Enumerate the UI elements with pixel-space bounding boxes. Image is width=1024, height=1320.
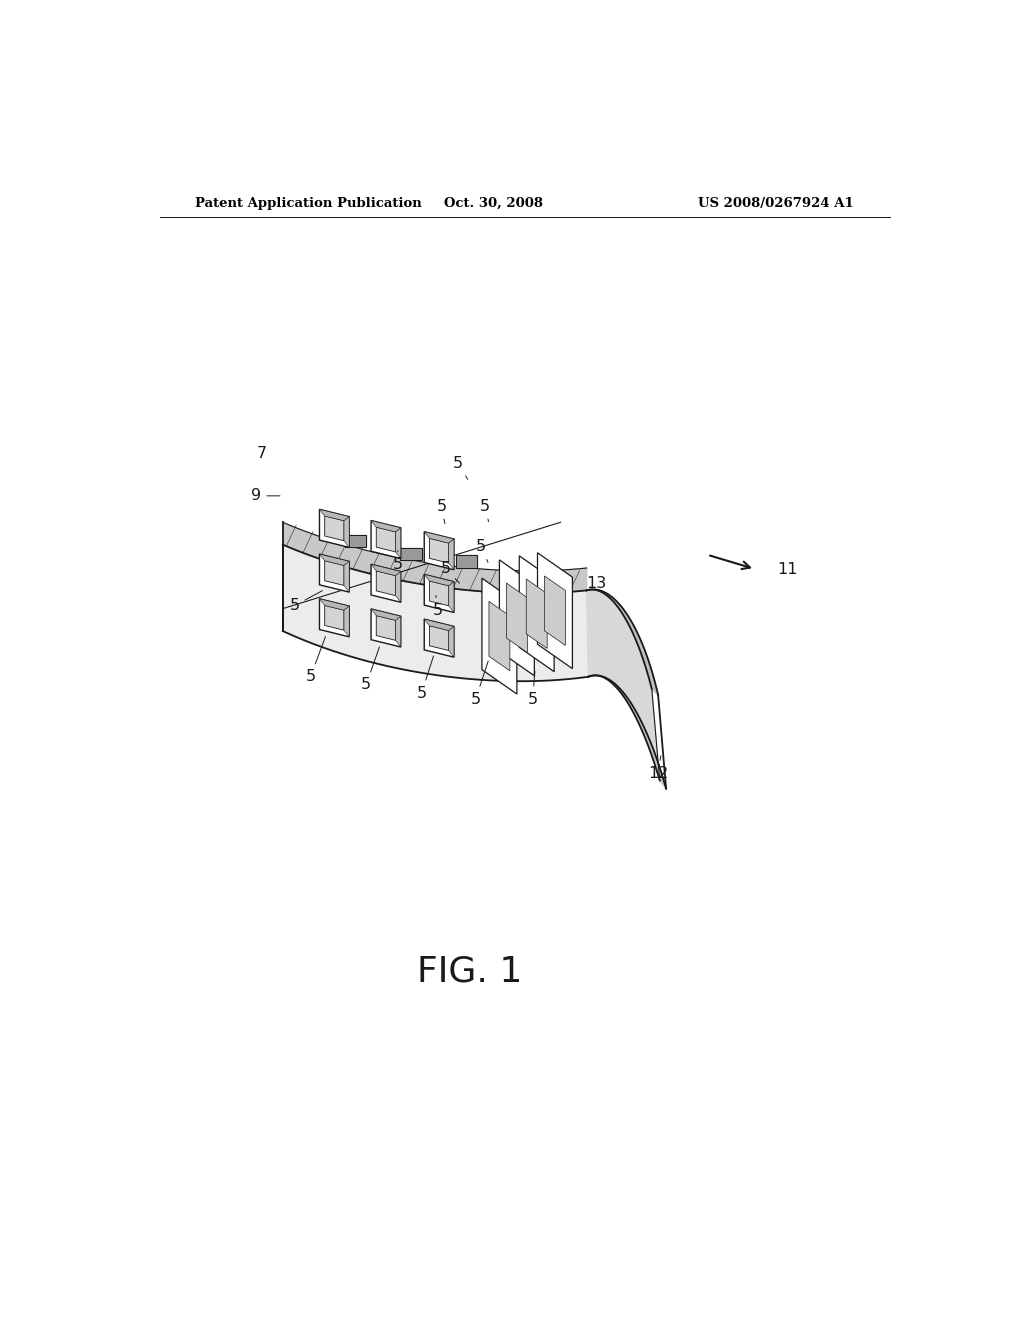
Polygon shape xyxy=(587,590,659,780)
Polygon shape xyxy=(587,590,658,696)
Polygon shape xyxy=(429,539,449,564)
Text: 5: 5 xyxy=(436,499,446,524)
Polygon shape xyxy=(376,527,395,552)
Polygon shape xyxy=(319,510,349,548)
Polygon shape xyxy=(319,599,349,610)
Text: 5: 5 xyxy=(440,561,460,583)
Polygon shape xyxy=(449,627,454,657)
Polygon shape xyxy=(344,516,349,548)
Polygon shape xyxy=(325,606,344,630)
Polygon shape xyxy=(371,609,400,647)
Text: 5: 5 xyxy=(453,455,468,479)
Polygon shape xyxy=(345,535,367,546)
Text: 5: 5 xyxy=(417,656,433,701)
Polygon shape xyxy=(429,581,449,606)
Polygon shape xyxy=(545,576,565,645)
Polygon shape xyxy=(424,532,454,570)
Polygon shape xyxy=(429,626,449,651)
Polygon shape xyxy=(344,606,349,636)
Polygon shape xyxy=(344,561,349,593)
Polygon shape xyxy=(371,520,400,532)
Polygon shape xyxy=(319,554,349,565)
Text: Patent Application Publication: Patent Application Publication xyxy=(196,197,422,210)
Polygon shape xyxy=(456,556,477,568)
Polygon shape xyxy=(424,619,454,657)
Polygon shape xyxy=(283,545,588,681)
Text: 7: 7 xyxy=(256,446,266,461)
Polygon shape xyxy=(538,553,572,669)
Polygon shape xyxy=(449,582,454,612)
Text: 5: 5 xyxy=(361,647,380,693)
Polygon shape xyxy=(376,615,395,640)
Polygon shape xyxy=(319,599,349,636)
Polygon shape xyxy=(488,602,510,671)
Text: 12: 12 xyxy=(648,756,669,781)
Text: FIG. 1: FIG. 1 xyxy=(417,954,522,989)
Text: 9: 9 xyxy=(251,488,280,503)
Polygon shape xyxy=(319,510,349,521)
Polygon shape xyxy=(449,539,454,570)
Text: 13: 13 xyxy=(586,576,606,591)
Text: 5: 5 xyxy=(290,590,323,612)
Polygon shape xyxy=(400,548,422,560)
Polygon shape xyxy=(424,574,454,586)
Polygon shape xyxy=(325,516,344,541)
Polygon shape xyxy=(325,561,344,586)
Polygon shape xyxy=(519,556,554,672)
Text: 5: 5 xyxy=(393,550,402,573)
Text: 5: 5 xyxy=(432,595,442,618)
Polygon shape xyxy=(482,578,517,694)
Polygon shape xyxy=(283,523,587,593)
Text: 5: 5 xyxy=(471,661,488,706)
Polygon shape xyxy=(371,520,400,558)
Text: 5: 5 xyxy=(480,499,490,521)
Polygon shape xyxy=(376,570,395,595)
Polygon shape xyxy=(500,560,535,676)
Text: 5: 5 xyxy=(527,672,538,706)
Polygon shape xyxy=(424,619,454,631)
Polygon shape xyxy=(395,528,400,558)
Polygon shape xyxy=(371,564,400,576)
Polygon shape xyxy=(424,532,454,543)
Polygon shape xyxy=(371,564,400,602)
Polygon shape xyxy=(424,574,454,612)
Polygon shape xyxy=(395,616,400,647)
Polygon shape xyxy=(395,572,400,602)
Polygon shape xyxy=(526,579,547,648)
Polygon shape xyxy=(371,609,400,620)
Polygon shape xyxy=(319,554,349,593)
Text: 11: 11 xyxy=(777,561,798,577)
Text: US 2008/0267924 A1: US 2008/0267924 A1 xyxy=(698,197,854,210)
Text: 5: 5 xyxy=(476,539,488,562)
Polygon shape xyxy=(588,676,666,788)
Text: 5: 5 xyxy=(305,636,326,684)
Polygon shape xyxy=(507,583,527,652)
Text: Oct. 30, 2008: Oct. 30, 2008 xyxy=(443,197,543,210)
